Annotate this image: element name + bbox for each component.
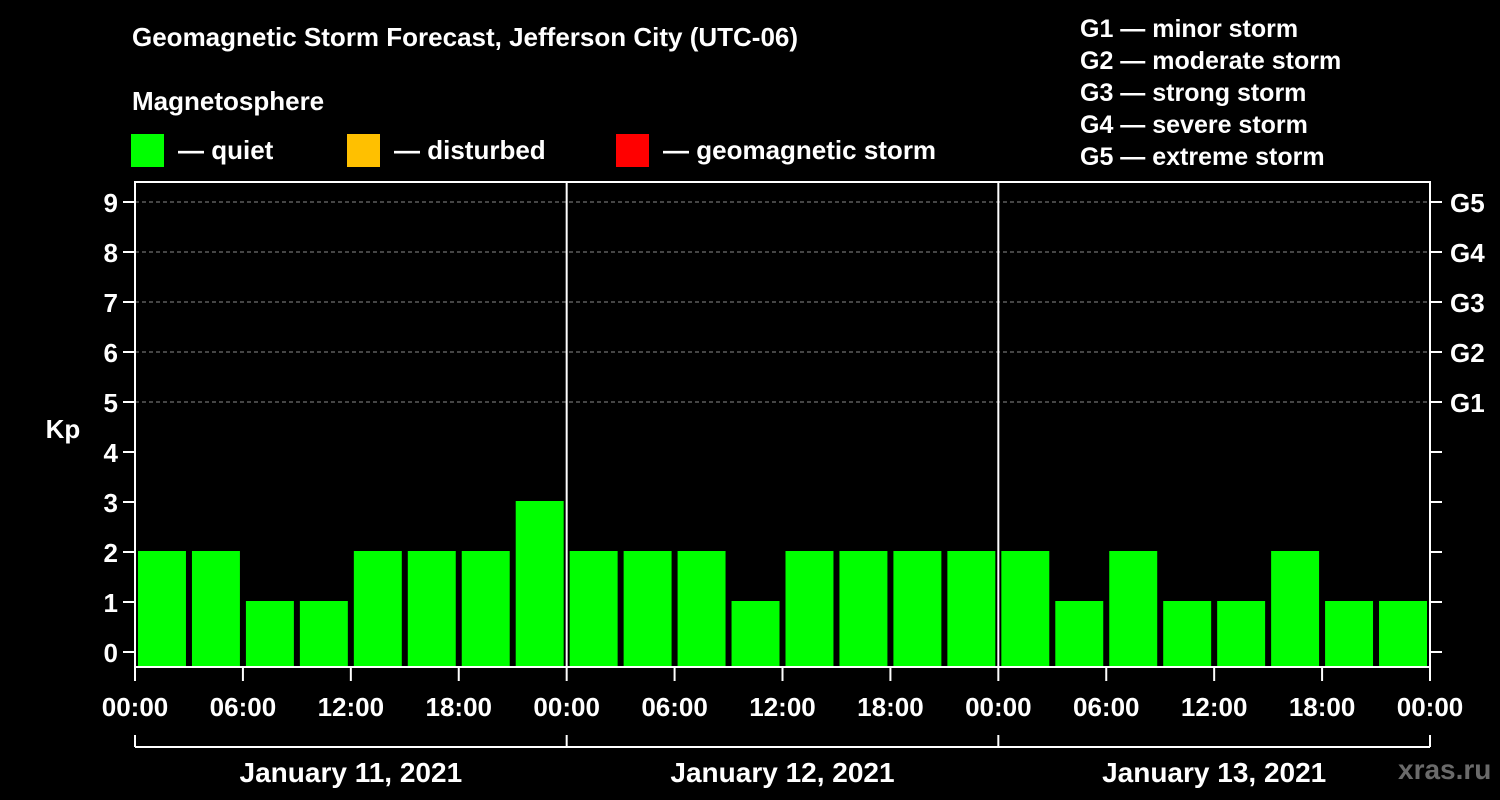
x-tick-label-6: 12:00 <box>749 692 816 722</box>
x-tick-label-12: 00:00 <box>1397 692 1464 722</box>
day-label-2: January 13, 2021 <box>1102 757 1326 788</box>
x-tick-label-10: 12:00 <box>1181 692 1248 722</box>
g-level-label-g1: G1 <box>1450 388 1485 418</box>
x-tick-label-4: 00:00 <box>533 692 600 722</box>
y-tick-label-4: 4 <box>104 438 119 468</box>
x-tick-label-1: 06:00 <box>210 692 277 722</box>
kp-bar-chart: 0 1 2 3 4 5 6 7 8 9 G1 G2 G3 G4 G5 Kp 00:00 06:00 12:00 18:… <box>0 0 1500 800</box>
bar-16 <box>1001 551 1049 667</box>
bar-15 <box>947 551 995 667</box>
y-tick-label-5: 5 <box>104 388 118 418</box>
y-tick-label-9: 9 <box>104 188 118 218</box>
g-level-label-g4: G4 <box>1450 238 1485 268</box>
watermark: xras.ru <box>1398 754 1491 786</box>
bar-7 <box>516 501 564 667</box>
x-tick-label-7: 18:00 <box>857 692 924 722</box>
x-tick-label-0: 00:00 <box>102 692 169 722</box>
bar-13 <box>839 551 887 667</box>
bar-1 <box>192 551 240 667</box>
bar-19 <box>1163 601 1211 667</box>
y-tick-label-8: 8 <box>104 238 118 268</box>
bar-8 <box>570 551 618 667</box>
bar-22 <box>1325 601 1373 667</box>
bar-9 <box>624 551 672 667</box>
y-tick-label-7: 7 <box>104 288 118 318</box>
bar-5 <box>408 551 456 667</box>
bar-21 <box>1271 551 1319 667</box>
bar-6 <box>462 551 510 667</box>
g-level-label-g2: G2 <box>1450 338 1485 368</box>
bar-4 <box>354 551 402 667</box>
y-tick-label-0: 0 <box>104 638 118 668</box>
y-tick-label-6: 6 <box>104 338 118 368</box>
g-level-label-g3: G3 <box>1450 288 1485 318</box>
g-level-label-g5: G5 <box>1450 188 1485 218</box>
x-tick-label-9: 06:00 <box>1073 692 1140 722</box>
day-label-1: January 12, 2021 <box>670 757 894 788</box>
bar-18 <box>1109 551 1157 667</box>
bar-23 <box>1379 601 1427 667</box>
day-label-0: January 11, 2021 <box>240 757 463 788</box>
x-tick-label-5: 06:00 <box>641 692 708 722</box>
bar-17 <box>1055 601 1103 667</box>
bar-11 <box>732 601 780 667</box>
x-tick-label-3: 18:00 <box>426 692 493 722</box>
y-tick-label-2: 2 <box>104 538 118 568</box>
bar-3 <box>300 601 348 667</box>
bar-20 <box>1217 601 1265 667</box>
y-tick-label-1: 1 <box>104 588 118 618</box>
x-tick-label-11: 18:00 <box>1289 692 1356 722</box>
bar-0 <box>138 551 186 667</box>
bar-10 <box>678 551 726 667</box>
bar-14 <box>893 551 941 667</box>
y-axis-label: Kp <box>46 414 81 444</box>
y-tick-label-3: 3 <box>104 488 118 518</box>
bar-2 <box>246 601 294 667</box>
x-tick-label-8: 00:00 <box>965 692 1032 722</box>
x-tick-label-2: 12:00 <box>318 692 385 722</box>
plot-frame <box>135 182 1430 667</box>
bar-12 <box>786 551 834 667</box>
